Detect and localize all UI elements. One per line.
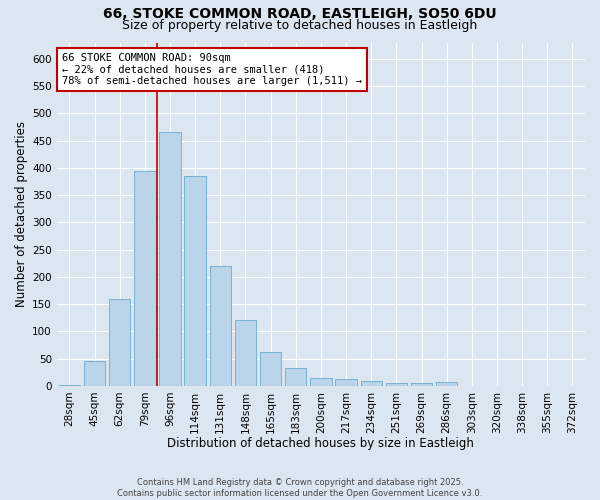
Text: Contains HM Land Registry data © Crown copyright and database right 2025.
Contai: Contains HM Land Registry data © Crown c… bbox=[118, 478, 482, 498]
Bar bbox=[59, 385, 80, 386]
Bar bbox=[411, 383, 432, 386]
Bar bbox=[109, 298, 130, 386]
Bar bbox=[361, 382, 382, 386]
Text: 66, STOKE COMMON ROAD, EASTLEIGH, SO50 6DU: 66, STOKE COMMON ROAD, EASTLEIGH, SO50 6… bbox=[103, 8, 497, 22]
Y-axis label: Number of detached properties: Number of detached properties bbox=[15, 121, 28, 307]
Text: 66 STOKE COMMON ROAD: 90sqm
← 22% of detached houses are smaller (418)
78% of se: 66 STOKE COMMON ROAD: 90sqm ← 22% of det… bbox=[62, 53, 362, 86]
Bar bbox=[335, 380, 357, 386]
X-axis label: Distribution of detached houses by size in Eastleigh: Distribution of detached houses by size … bbox=[167, 437, 475, 450]
Bar bbox=[84, 361, 105, 386]
Bar bbox=[184, 176, 206, 386]
Bar bbox=[134, 170, 155, 386]
Bar bbox=[386, 382, 407, 386]
Bar bbox=[285, 368, 307, 386]
Bar bbox=[159, 132, 181, 386]
Bar bbox=[260, 352, 281, 386]
Bar bbox=[209, 266, 231, 386]
Text: Size of property relative to detached houses in Eastleigh: Size of property relative to detached ho… bbox=[122, 18, 478, 32]
Bar bbox=[235, 320, 256, 386]
Bar bbox=[310, 378, 332, 386]
Bar bbox=[436, 382, 457, 386]
